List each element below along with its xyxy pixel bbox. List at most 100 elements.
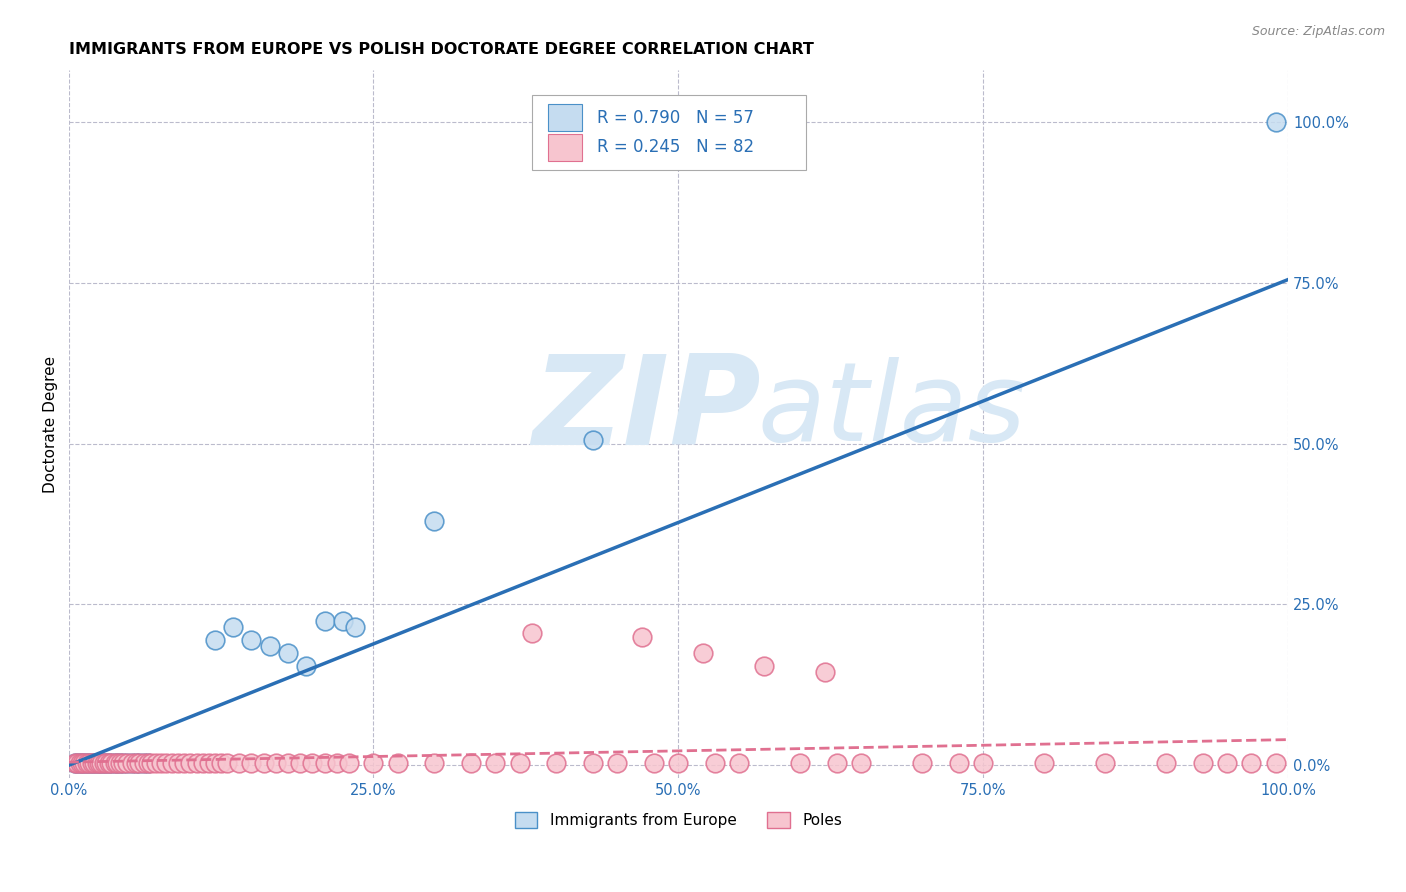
Y-axis label: Doctorate Degree: Doctorate Degree [44, 356, 58, 493]
Text: R = 0.790   N = 57: R = 0.790 N = 57 [596, 109, 754, 127]
Point [90, 756, 112, 771]
Point [173, 756, 195, 771]
Point [314, 614, 336, 628]
Text: atlas: atlas [758, 357, 1026, 464]
Point [703, 756, 725, 771]
Point [509, 756, 531, 771]
Point [972, 756, 994, 771]
Point [666, 756, 689, 771]
Point [209, 756, 232, 771]
Point [1033, 756, 1056, 771]
Point [520, 626, 543, 640]
Point [115, 756, 138, 771]
Point [100, 756, 122, 771]
Point [96, 756, 118, 771]
Text: ZIP: ZIP [531, 350, 761, 471]
Point [136, 756, 159, 771]
Point [108, 756, 131, 771]
Point [197, 756, 219, 771]
Point [253, 756, 276, 771]
Point [582, 434, 605, 448]
Point [814, 665, 837, 679]
Point [630, 630, 652, 644]
Point [1264, 756, 1286, 771]
Point [87, 756, 110, 771]
Bar [548, 104, 582, 131]
Point [301, 756, 323, 771]
Point [314, 756, 336, 771]
Point [423, 756, 446, 771]
Point [70, 756, 93, 771]
Point [124, 756, 146, 771]
Point [83, 756, 105, 771]
Point [825, 756, 848, 771]
Point [179, 756, 201, 771]
Point [105, 756, 128, 771]
Point [77, 756, 100, 771]
Point [155, 756, 177, 771]
Point [69, 756, 91, 771]
Point [90, 756, 112, 771]
Point [83, 756, 105, 771]
Point [86, 756, 108, 771]
Point [100, 756, 122, 771]
Point [728, 756, 751, 771]
Point [69, 756, 91, 771]
Point [337, 756, 360, 771]
Point [851, 756, 873, 771]
Point [1154, 756, 1177, 771]
Point [73, 756, 96, 771]
Point [93, 756, 115, 771]
Point [108, 756, 131, 771]
Point [948, 756, 970, 771]
Point [104, 756, 127, 771]
Point [76, 756, 98, 771]
Point [277, 646, 299, 660]
Bar [548, 134, 582, 161]
Point [115, 756, 138, 771]
Point [240, 756, 263, 771]
Point [66, 756, 89, 771]
Point [141, 756, 163, 771]
Point [752, 658, 775, 673]
Point [789, 756, 811, 771]
Point [97, 756, 120, 771]
Point [80, 756, 103, 771]
Point [363, 756, 385, 771]
Point [97, 756, 120, 771]
Point [606, 756, 628, 771]
Point [128, 756, 150, 771]
Point [134, 756, 156, 771]
Point [1264, 115, 1286, 129]
Point [326, 756, 349, 771]
Point [186, 756, 208, 771]
Point [344, 620, 367, 634]
Point [112, 756, 135, 771]
FancyBboxPatch shape [531, 95, 807, 169]
Point [240, 632, 263, 647]
Point [104, 756, 127, 771]
Point [643, 756, 665, 771]
Point [277, 756, 299, 771]
Point [191, 756, 214, 771]
Point [96, 756, 118, 771]
Point [1240, 756, 1263, 771]
Point [1216, 756, 1239, 771]
Point [204, 756, 226, 771]
Point [128, 756, 150, 771]
Point [167, 756, 190, 771]
Point [80, 756, 103, 771]
Point [124, 756, 146, 771]
Point [150, 756, 173, 771]
Point [87, 756, 110, 771]
Point [295, 658, 318, 673]
Point [145, 756, 167, 771]
Point [70, 756, 93, 771]
Legend: Immigrants from Europe, Poles: Immigrants from Europe, Poles [509, 806, 848, 834]
Point [121, 756, 143, 771]
Point [222, 620, 245, 634]
Point [259, 640, 281, 654]
Point [76, 756, 98, 771]
Point [290, 756, 312, 771]
Point [112, 756, 135, 771]
